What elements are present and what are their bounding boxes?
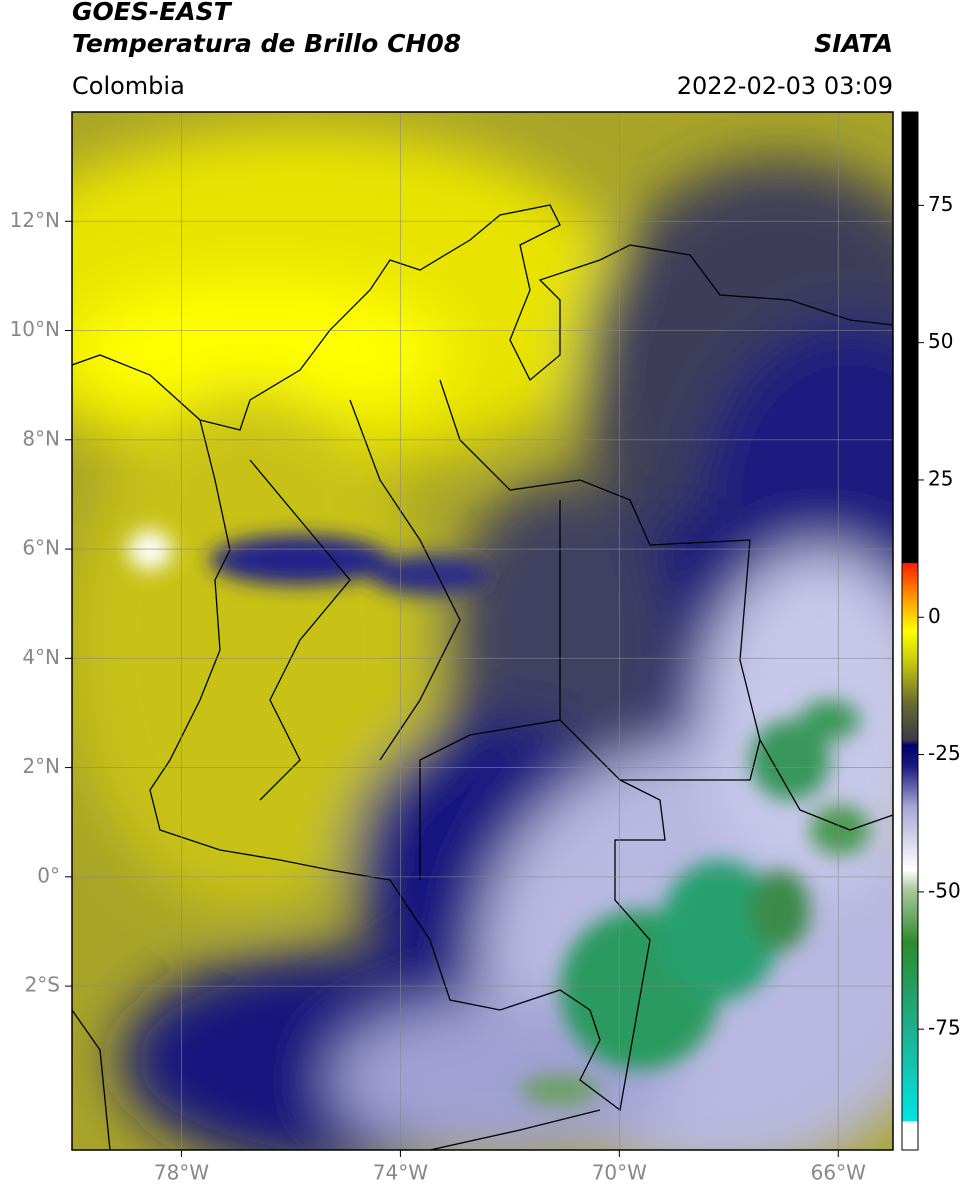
- x-tick-label: 66°W: [811, 1161, 866, 1185]
- datetime: 2022-02-03 03:09: [677, 72, 893, 100]
- colorbar-label: 25: [928, 466, 953, 490]
- colorbar-label: -25: [928, 741, 961, 765]
- title: Temperatura de Brillo CH08: [72, 29, 461, 58]
- colorbar-label: 75: [928, 192, 953, 216]
- y-tick-label: 0°: [37, 863, 60, 887]
- colorbar-label: -75: [928, 1016, 961, 1040]
- map-frame: [71, 111, 894, 1151]
- region: Colombia: [72, 72, 185, 100]
- x-tick-label: 70°W: [592, 1161, 647, 1185]
- y-tick-label: 6°N: [22, 536, 60, 560]
- y-tick-label: 8°N: [22, 426, 60, 450]
- x-tick-label: 78°W: [154, 1161, 209, 1185]
- colorbar-label: 0: [928, 604, 941, 628]
- satellite-image: [72, 112, 893, 1150]
- y-tick-label: 2°S: [25, 973, 60, 997]
- grid: [72, 112, 893, 1150]
- agency: SIATA: [814, 29, 893, 58]
- colorbar-label: 50: [928, 329, 953, 353]
- title: GOES-EAST: [72, 0, 233, 26]
- colorbar: [901, 111, 919, 1151]
- y-tick-label: 2°N: [22, 754, 60, 778]
- y-tick-label: 4°N: [22, 645, 60, 669]
- x-tick-label: 74°W: [373, 1161, 428, 1185]
- colorbar-label: -50: [928, 878, 961, 902]
- y-tick-label: 10°N: [10, 317, 60, 341]
- y-tick-label: 12°N: [10, 208, 60, 232]
